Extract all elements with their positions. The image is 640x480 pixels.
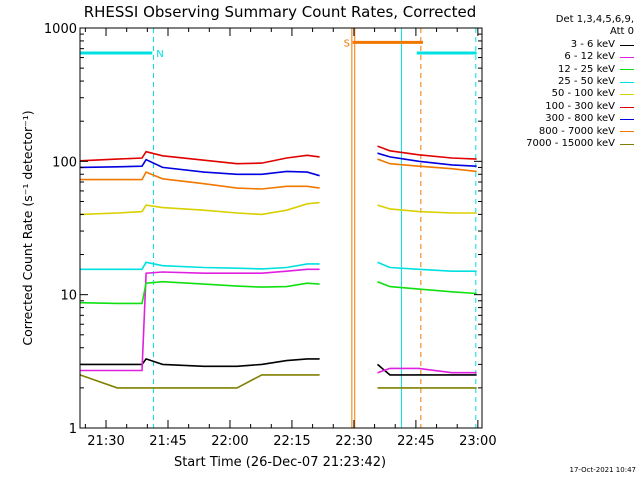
legend-entry: 800 - 7000 keV (484, 126, 634, 138)
legend-entry-label: 3 - 6 keV (570, 38, 615, 50)
plot-area: NS (79, 28, 477, 428)
x-axis: 21:30 21:45 22:00 22:15 22:30 22:45 23:00 (84, 28, 497, 449)
x-tick-label: 22:00 (211, 434, 248, 449)
legend-entry: 25 - 50 keV (484, 76, 634, 88)
series-line (377, 158, 477, 173)
x-tick-label: 21:30 (87, 434, 124, 449)
legend-entry-label: 7000 - 15000 keV (526, 138, 615, 150)
plot-frame (79, 27, 483, 429)
legend-swatch (620, 69, 634, 71)
series-line (80, 268, 320, 372)
series-line (80, 171, 320, 190)
legend-header-line-1: Det 1,3,4,5,6,9, (555, 14, 634, 25)
y-tick-label: 100 (52, 155, 77, 170)
legend-entry: 100 - 300 keV (484, 101, 634, 113)
legend-entry: 7000 - 15000 keV (484, 138, 634, 150)
flag-bar-label: S (344, 38, 350, 49)
x-axis-label: Start Time (26-Dec-07 21:23:42) (174, 455, 386, 470)
y-tick-label: 10 (60, 289, 77, 304)
series-line (79, 150, 320, 165)
legend: Det 1,3,4,5,6,9, Att 0 3 - 6 keV 6 - 12 k… (484, 14, 634, 150)
legend-entry-label: 12 - 25 keV (557, 63, 615, 75)
series-line (377, 145, 477, 160)
flag-bar-label: N (156, 49, 163, 60)
y-axis: 1 10 100 1000 (44, 22, 482, 437)
legend-swatch (620, 131, 634, 133)
legend-entry-label: 6 - 12 keV (564, 51, 615, 63)
legend-swatch (620, 81, 634, 83)
legend-entry-label: 50 - 100 keV (551, 88, 615, 100)
series-line (79, 374, 320, 389)
timestamp: 17-Oct-2021 10:47 (569, 466, 636, 474)
legend-entry: 12 - 25 keV (484, 64, 634, 76)
series-line (80, 357, 320, 368)
legend-entries: 3 - 6 keV 6 - 12 keV 12 - 25 keV 25 - 50 ke… (484, 39, 634, 151)
series-line (377, 280, 477, 295)
legend-entry-label: 800 - 7000 keV (538, 125, 615, 137)
series-line (377, 261, 477, 272)
x-tick-label: 22:15 (273, 434, 310, 449)
chart-title: RHESSI Observing Summary Count Rates, Co… (84, 3, 477, 21)
legend-swatch (620, 44, 634, 46)
legend-swatch (620, 143, 634, 145)
legend-entry: 50 - 100 keV (484, 88, 634, 100)
legend-entry-label: 25 - 50 keV (557, 76, 615, 88)
series-line (80, 261, 320, 271)
x-tick-label: 23:00 (459, 434, 496, 449)
y-axis-label: Corrected Count Rate (s⁻¹ detector⁻¹) (20, 110, 35, 345)
series-line (79, 201, 320, 216)
legend-entry-label: 300 - 800 keV (545, 113, 615, 125)
x-tick-label: 21:45 (149, 434, 186, 449)
series-line (377, 367, 477, 374)
legend-entry: 300 - 800 keV (484, 113, 634, 125)
series-line (79, 280, 320, 305)
y-tick-label: 1000 (44, 22, 77, 37)
legend-entry: 6 - 12 keV (484, 51, 634, 63)
legend-swatch (620, 118, 634, 120)
series-line (377, 152, 477, 167)
legend-swatch (620, 106, 634, 108)
series-line (377, 204, 477, 214)
legend-entry-label: 100 - 300 keV (545, 100, 615, 112)
legend-header-line-2: Att 0 (609, 26, 634, 38)
series-line (79, 158, 320, 177)
y-tick-label: 1 (69, 422, 77, 437)
legend-entry: 3 - 6 keV (484, 39, 634, 51)
series-line (376, 363, 477, 376)
x-tick-label: 22:30 (335, 434, 372, 449)
legend-swatch (620, 56, 634, 58)
x-tick-label: 22:45 (397, 434, 434, 449)
legend-swatch (620, 94, 634, 96)
